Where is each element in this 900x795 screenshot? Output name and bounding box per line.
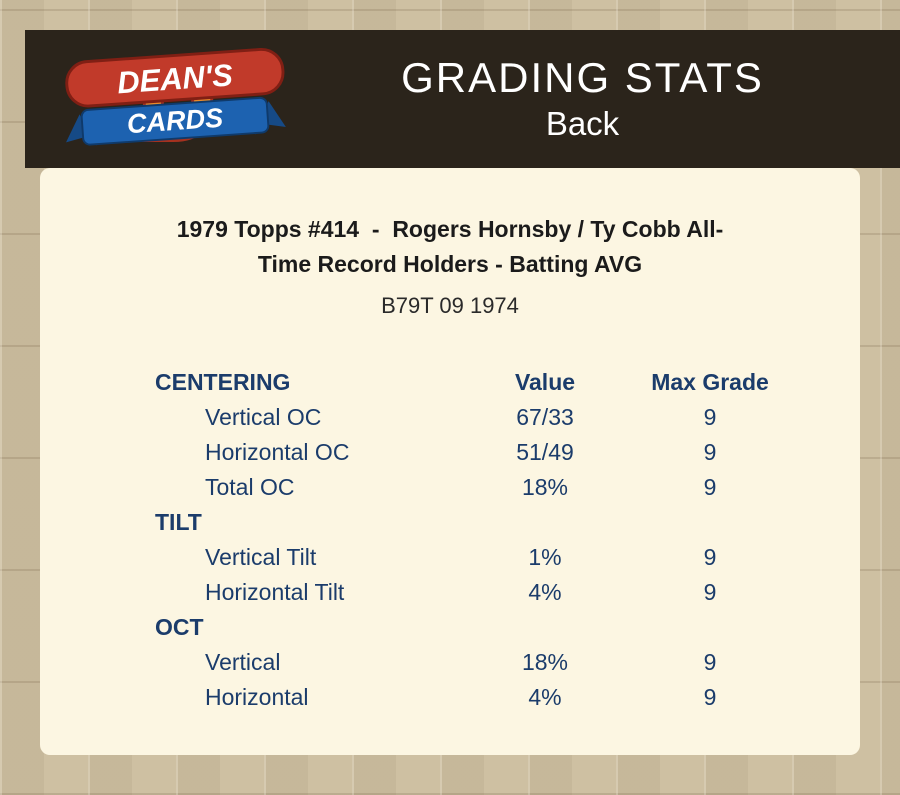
content-panel: 1979 Topps #414 - Rogers Hornsby / Ty Co… — [40, 168, 860, 755]
stat-max-grade: 9 — [703, 439, 717, 465]
logo-blue-ribbon: CARDS — [66, 96, 286, 147]
stat-max-grade: 9 — [703, 474, 717, 500]
card-title: 1979 Topps #414 - Rogers Hornsby / Ty Co… — [40, 212, 860, 281]
stat-max-grade: 9 — [703, 649, 717, 675]
stat-label: Horizontal Tilt — [205, 579, 345, 605]
table-row-oct-horizontal: Horizontal 4% 9 — [155, 680, 860, 715]
stat-max-grade: 9 — [703, 544, 717, 570]
deans-cards-logo[interactable]: D DEAN'S CARDS — [25, 36, 325, 162]
stat-value: 1% — [528, 544, 562, 570]
stat-max-grade: 9 — [703, 684, 717, 710]
grading-stats-table: CENTERING Value Max Grade Vertical OC 67… — [40, 365, 860, 715]
stat-value: 18% — [521, 474, 569, 500]
table-row-total-oc: Total OC 18% 9 — [155, 470, 860, 505]
table-header-row: CENTERING Value Max Grade — [155, 365, 860, 400]
stat-label: Horizontal OC — [205, 439, 350, 465]
card-code: B79T 09 1974 — [381, 293, 519, 318]
stat-value: 67/33 — [516, 404, 574, 430]
stat-max-grade: 9 — [703, 579, 717, 605]
section-header-oct: OCT — [155, 614, 204, 640]
card-title-line2: Time Record Holders - Batting AVG — [257, 250, 643, 277]
section-header-tilt: TILT — [155, 509, 202, 535]
stat-label: Vertical Tilt — [205, 544, 317, 570]
stat-label: Vertical — [205, 649, 281, 675]
stat-label: Horizontal — [205, 684, 309, 710]
section-row-oct: OCT — [155, 610, 860, 645]
column-header-max-grade: Max Grade — [651, 369, 769, 395]
section-row-tilt: TILT — [155, 505, 860, 540]
stat-value: 4% — [528, 579, 562, 605]
table-row-oct-vertical: Vertical 18% 9 — [155, 645, 860, 680]
table-row-horizontal-oc: Horizontal OC 51/49 9 — [155, 435, 860, 470]
page-subtitle-back: Back — [545, 104, 620, 142]
deans-cards-logo-graphic: D DEAN'S CARDS — [65, 36, 286, 162]
card-title-line1: 1979 Topps #414 - Rogers Hornsby / Ty Co… — [176, 216, 724, 242]
table-row-vertical-oc: Vertical OC 67/33 9 — [155, 400, 860, 435]
logo-text-cards: CARDS — [126, 103, 224, 140]
stat-value: 4% — [528, 684, 562, 710]
stat-label: Total OC — [205, 474, 295, 500]
column-header-value: Value — [514, 369, 576, 395]
stat-value: 51/49 — [516, 439, 574, 465]
header-bar: D DEAN'S CARDS GRADING STATS Back — [25, 30, 900, 168]
stat-label: Vertical OC — [205, 404, 322, 430]
logo-red-banner: DEAN'S — [65, 47, 285, 108]
header-titles: GRADING STATS Back — [325, 54, 840, 144]
stat-max-grade: 9 — [703, 404, 717, 430]
table-row-horizontal-tilt: Horizontal Tilt 4% 9 — [155, 575, 860, 610]
table-row-vertical-tilt: Vertical Tilt 1% 9 — [155, 540, 860, 575]
stat-value: 18% — [521, 649, 569, 675]
section-header-centering: CENTERING — [155, 369, 291, 395]
logo-text-deans: DEAN'S — [116, 57, 234, 100]
page-title: GRADING STATS — [401, 54, 764, 102]
